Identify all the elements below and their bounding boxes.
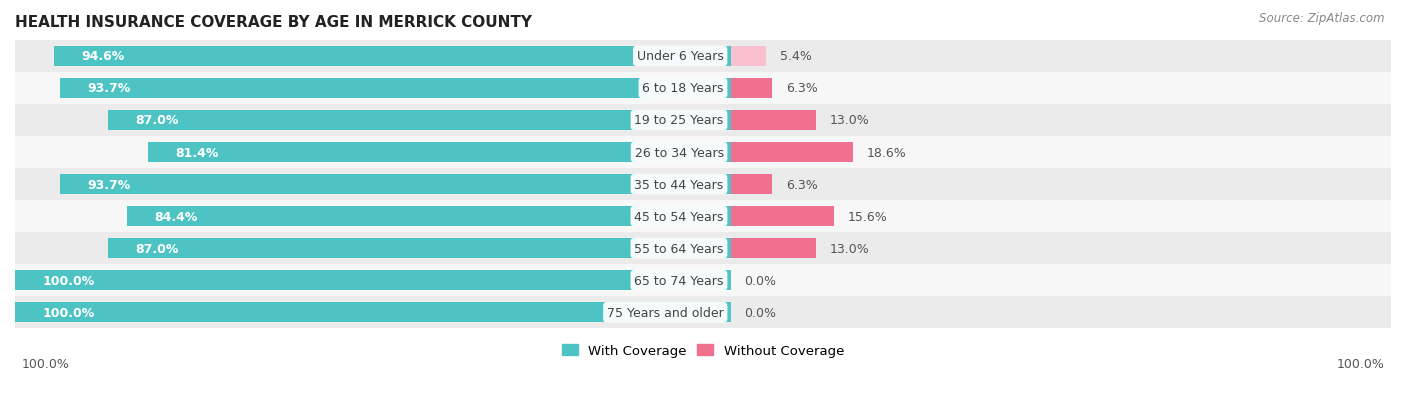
Bar — [731, 239, 817, 259]
Bar — [53, 47, 731, 66]
Text: HEALTH INSURANCE COVERAGE BY AGE IN MERRICK COUNTY: HEALTH INSURANCE COVERAGE BY AGE IN MERR… — [15, 15, 531, 30]
Text: 6.3%: 6.3% — [786, 178, 818, 191]
Bar — [0, 105, 1391, 137]
Bar — [0, 265, 1391, 297]
Text: 100.0%: 100.0% — [1336, 357, 1384, 370]
Bar — [731, 79, 772, 99]
Text: Source: ZipAtlas.com: Source: ZipAtlas.com — [1260, 12, 1385, 25]
Text: 100.0%: 100.0% — [42, 306, 94, 319]
Bar — [731, 143, 853, 163]
Text: 15.6%: 15.6% — [848, 210, 887, 223]
Text: 93.7%: 93.7% — [87, 82, 131, 95]
Bar — [15, 271, 731, 290]
Text: 6 to 18 Years: 6 to 18 Years — [643, 82, 724, 95]
Text: 65 to 74 Years: 65 to 74 Years — [634, 274, 724, 287]
Text: 18.6%: 18.6% — [868, 146, 907, 159]
Text: 100.0%: 100.0% — [42, 274, 94, 287]
Bar — [60, 79, 731, 99]
Text: 45 to 54 Years: 45 to 54 Years — [634, 210, 724, 223]
Text: 94.6%: 94.6% — [82, 50, 124, 63]
Bar — [108, 111, 731, 131]
Text: 87.0%: 87.0% — [135, 242, 179, 255]
Text: 0.0%: 0.0% — [744, 274, 776, 287]
Text: 13.0%: 13.0% — [830, 114, 870, 127]
Text: 0.0%: 0.0% — [744, 306, 776, 319]
Bar — [0, 297, 1391, 328]
Bar — [0, 73, 1391, 105]
Legend: With Coverage, Without Coverage: With Coverage, Without Coverage — [557, 339, 849, 362]
Bar — [731, 47, 766, 66]
Bar — [0, 169, 1391, 201]
Bar — [0, 137, 1391, 169]
Bar — [0, 41, 1391, 73]
Bar — [731, 111, 817, 131]
Bar — [60, 175, 731, 195]
Bar — [15, 303, 731, 323]
Text: 93.7%: 93.7% — [87, 178, 131, 191]
Text: 6.3%: 6.3% — [786, 82, 818, 95]
Bar — [108, 239, 731, 259]
Text: 13.0%: 13.0% — [830, 242, 870, 255]
Bar — [0, 201, 1391, 233]
Text: 26 to 34 Years: 26 to 34 Years — [634, 146, 724, 159]
Text: 81.4%: 81.4% — [176, 146, 219, 159]
Text: 100.0%: 100.0% — [22, 357, 70, 370]
Bar — [127, 206, 731, 226]
Bar — [731, 206, 834, 226]
Text: 19 to 25 Years: 19 to 25 Years — [634, 114, 724, 127]
Text: 55 to 64 Years: 55 to 64 Years — [634, 242, 724, 255]
Text: Under 6 Years: Under 6 Years — [637, 50, 724, 63]
Text: 75 Years and older: 75 Years and older — [607, 306, 724, 319]
Text: 84.4%: 84.4% — [155, 210, 197, 223]
Bar — [148, 143, 731, 163]
Text: 87.0%: 87.0% — [135, 114, 179, 127]
Text: 5.4%: 5.4% — [780, 50, 811, 63]
Bar — [731, 175, 772, 195]
Text: 35 to 44 Years: 35 to 44 Years — [634, 178, 724, 191]
Bar — [0, 233, 1391, 265]
